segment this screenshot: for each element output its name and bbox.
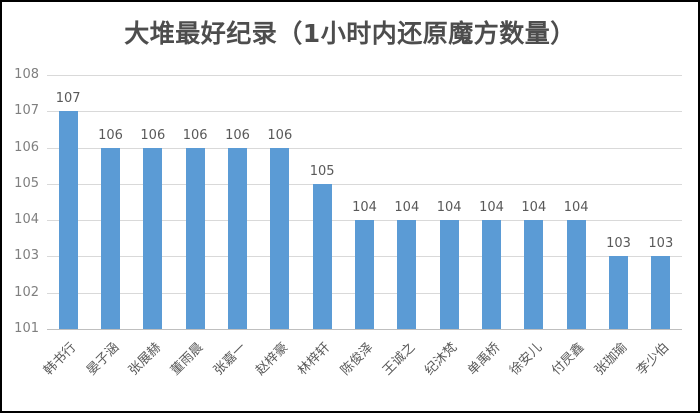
bar (651, 256, 671, 329)
bar (524, 220, 544, 329)
data-label: 106 (225, 127, 250, 143)
y-tick-label: 101 (14, 321, 39, 336)
data-label: 106 (267, 127, 293, 143)
gridline (47, 183, 682, 185)
y-tick-label: 107 (14, 103, 39, 119)
data-label: 104 (394, 200, 420, 216)
y-tick-label: 104 (14, 212, 39, 228)
data-label: 105 (309, 163, 335, 179)
y-tick-label: 106 (14, 139, 39, 155)
bar (101, 147, 120, 329)
bar (609, 256, 628, 329)
y-tick-label: 103 (14, 248, 39, 264)
data-label: 104 (436, 200, 462, 216)
gridline (47, 147, 682, 149)
data-label: 104 (352, 200, 377, 216)
bar (58, 111, 78, 329)
y-tick-label: 105 (14, 175, 39, 191)
data-label: 104 (479, 200, 504, 216)
data-label: 107 (55, 91, 81, 107)
data-label: 106 (98, 127, 123, 143)
bar (143, 147, 163, 329)
plot-area: 101 102 103 104 105 106 107 108 107 韩书行 106 晏子涵 106 张… (14, 67, 682, 378)
y-tick-label: 102 (14, 284, 39, 300)
gridline (47, 75, 682, 76)
bar (270, 147, 290, 329)
x-axis-line (47, 329, 682, 330)
chart-title: 大堆最好纪录（1小时内还原魔方数量） (124, 19, 576, 48)
data-label: 104 (563, 200, 589, 216)
bar (312, 183, 332, 329)
bar (397, 220, 417, 329)
bar (355, 220, 374, 329)
gridline (47, 111, 682, 113)
data-label: 106 (182, 127, 208, 143)
bar (185, 147, 205, 329)
data-label: 106 (140, 127, 166, 143)
y-tick-label: 108 (14, 67, 39, 82)
bar (228, 147, 247, 329)
data-label: 104 (521, 200, 547, 216)
bar (439, 220, 459, 329)
data-label: 103 (606, 236, 631, 252)
bar (482, 220, 501, 329)
bar (566, 220, 586, 329)
data-label: 103 (648, 236, 674, 252)
